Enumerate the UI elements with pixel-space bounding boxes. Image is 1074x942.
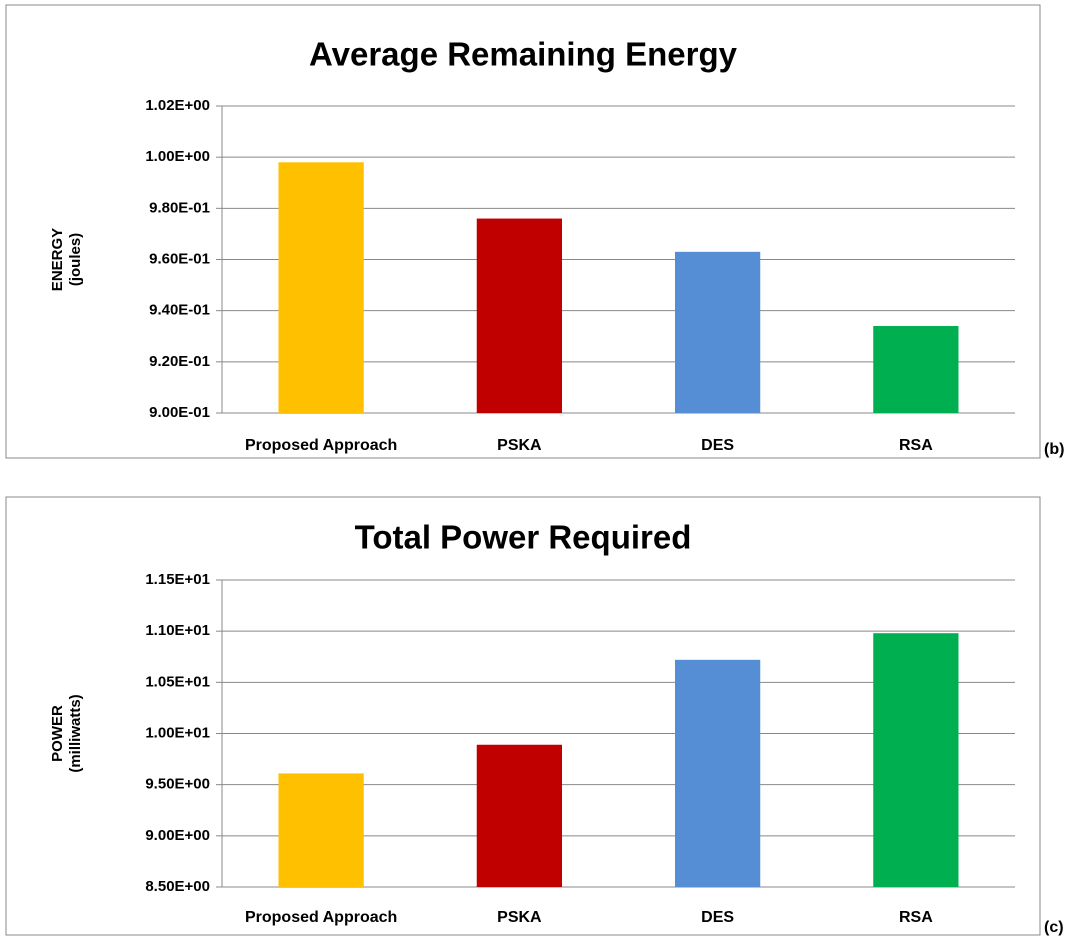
x-tick-label: Proposed Approach xyxy=(245,437,397,454)
y-tick-label: 9.20E-01 xyxy=(149,353,210,370)
x-tick-label: PSKA xyxy=(497,909,542,926)
y-axis-label: POWER xyxy=(49,705,66,762)
x-tick-label: RSA xyxy=(899,437,933,454)
x-tick-label: DES xyxy=(701,437,734,454)
bar xyxy=(476,218,562,413)
y-tick-label: 1.00E+01 xyxy=(145,724,210,741)
y-tick-label: 9.00E+00 xyxy=(145,827,210,844)
y-tick-label: 9.00E-01 xyxy=(149,404,210,421)
y-tick-label: 9.80E-01 xyxy=(149,199,210,216)
panel-label: (c) xyxy=(1044,919,1064,936)
bar xyxy=(476,744,562,887)
y-axis-label: ENERGY xyxy=(49,228,66,291)
chart-frame xyxy=(5,4,1041,459)
chart-frame xyxy=(5,496,1041,936)
x-tick-label: DES xyxy=(701,909,734,926)
y-tick-label: 1.10E+01 xyxy=(145,622,210,639)
chart-title: Total Power Required xyxy=(355,519,692,556)
y-tick-label: 1.00E+00 xyxy=(145,148,210,165)
y-tick-label: 1.05E+01 xyxy=(145,673,210,690)
y-tick-label: 9.60E-01 xyxy=(149,250,210,267)
bar xyxy=(675,251,761,413)
chart-title: Average Remaining Energy xyxy=(309,36,738,73)
y-tick-label: 9.50E+00 xyxy=(145,776,210,793)
x-tick-label: Proposed Approach xyxy=(245,909,397,926)
x-tick-label: PSKA xyxy=(497,437,542,454)
y-tick-label: 8.50E+00 xyxy=(145,878,210,895)
bar xyxy=(873,633,959,887)
bar xyxy=(278,162,364,413)
y-tick-label: 1.15E+01 xyxy=(145,571,210,588)
bar xyxy=(873,326,959,413)
y-tick-label: 9.40E-01 xyxy=(149,302,210,319)
y-tick-label: 1.02E+00 xyxy=(145,97,210,114)
bar xyxy=(675,659,761,887)
y-axis-label: (joules) xyxy=(67,233,84,286)
y-axis-label: (milliwatts) xyxy=(67,694,84,772)
panel-label: (b) xyxy=(1044,441,1064,458)
bar xyxy=(278,773,364,887)
x-tick-label: RSA xyxy=(899,909,933,926)
